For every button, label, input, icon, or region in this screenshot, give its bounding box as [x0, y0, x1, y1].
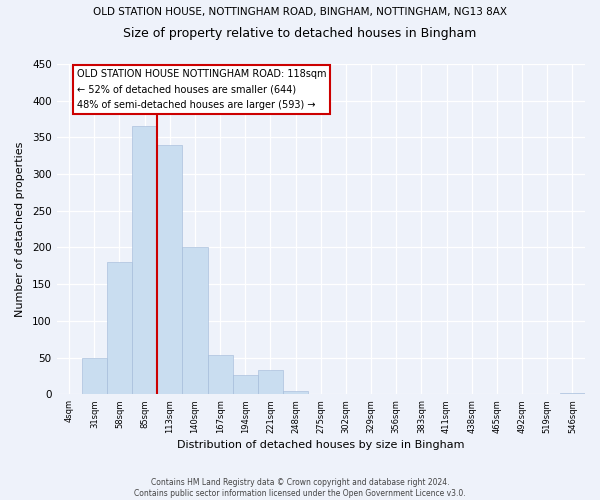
Text: Contains HM Land Registry data © Crown copyright and database right 2024.
Contai: Contains HM Land Registry data © Crown c…	[134, 478, 466, 498]
Bar	[233, 375, 258, 394]
Text: OLD STATION HOUSE NOTTINGHAM ROAD: 118sqm
← 52% of detached houses are smaller (: OLD STATION HOUSE NOTTINGHAM ROAD: 118sq…	[77, 69, 326, 110]
Bar	[208, 354, 233, 394]
Bar	[132, 126, 157, 394]
Y-axis label: Number of detached properties: Number of detached properties	[15, 142, 25, 317]
X-axis label: Distribution of detached houses by size in Bingham: Distribution of detached houses by size …	[177, 440, 464, 450]
Text: OLD STATION HOUSE, NOTTINGHAM ROAD, BINGHAM, NOTTINGHAM, NG13 8AX: OLD STATION HOUSE, NOTTINGHAM ROAD, BING…	[93, 8, 507, 18]
Text: Size of property relative to detached houses in Bingham: Size of property relative to detached ho…	[124, 28, 476, 40]
Bar	[82, 358, 107, 394]
Bar	[283, 390, 308, 394]
Bar	[107, 262, 132, 394]
Bar	[258, 370, 283, 394]
Bar	[157, 144, 182, 394]
Bar	[182, 248, 208, 394]
